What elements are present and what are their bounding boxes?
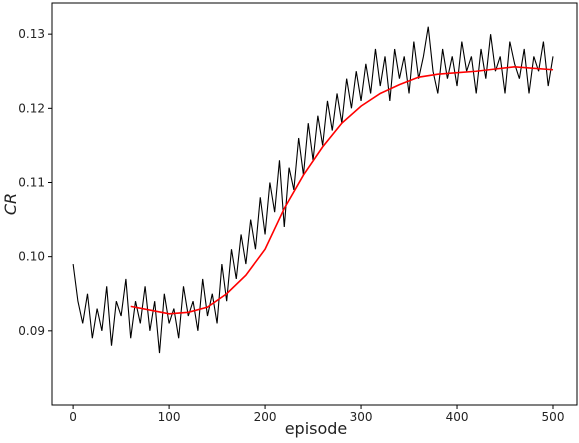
series-line <box>130 65 554 315</box>
y-tick-label: 0.11 <box>18 175 45 189</box>
x-tick-label: 100 <box>158 410 181 424</box>
y-tick-label: 0.12 <box>18 101 45 115</box>
y-axis-label: CR <box>1 193 20 215</box>
x-tick-label: 200 <box>254 410 277 424</box>
x-tick-label: 300 <box>350 410 373 424</box>
y-tick-label: 0.09 <box>18 324 45 338</box>
series-line <box>72 26 554 354</box>
x-tick-label: 0 <box>69 410 77 424</box>
plot-frame <box>51 2 578 406</box>
x-tick-label: 500 <box>542 410 565 424</box>
x-axis-label: episode <box>285 419 348 438</box>
y-tick-label: 0.13 <box>18 27 45 41</box>
x-tick-label: 400 <box>446 410 469 424</box>
y-tick-label: 0.10 <box>18 250 45 264</box>
